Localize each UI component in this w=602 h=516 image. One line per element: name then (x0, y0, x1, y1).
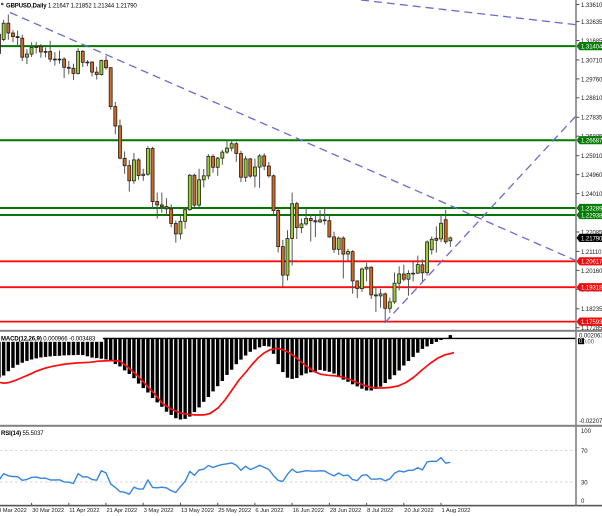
svg-text:0: 0 (581, 499, 585, 505)
svg-text:1.24960: 1.24960 (581, 173, 602, 179)
svg-text:70: 70 (581, 449, 588, 455)
svg-text:1.21110: 1.21110 (581, 250, 602, 256)
svg-text:20 Jul 2022: 20 Jul 2022 (404, 508, 433, 514)
svg-text:0.002063: 0.002063 (579, 334, 602, 340)
svg-text:28 Jun 2022: 28 Jun 2022 (330, 508, 361, 514)
svg-text:1.29760: 1.29760 (581, 77, 602, 83)
svg-text:1.22085: 1.22085 (581, 230, 602, 236)
svg-text:RSI(14) 55.5037: RSI(14) 55.5037 (1, 431, 44, 437)
svg-text:1.30710: 1.30710 (581, 58, 602, 64)
svg-text:30 Mar 2022: 30 Mar 2022 (32, 508, 64, 514)
svg-text:16 Jun 2022: 16 Jun 2022 (293, 508, 324, 514)
svg-text:6 Jun 2022: 6 Jun 2022 (255, 508, 283, 514)
svg-text:GBPUSD,Daily 1.21647 1.21852: GBPUSD,Daily 1.21647 1.21852 1.21344 1.2… (6, 3, 137, 9)
svg-text:1.20160: 1.20160 (581, 269, 602, 275)
svg-text:1.33610: 1.33610 (581, 3, 602, 9)
svg-text:1.18235: 1.18235 (581, 307, 602, 313)
svg-text:13 May 2022: 13 May 2022 (181, 508, 214, 514)
svg-text:1.19318: 1.19318 (581, 286, 602, 292)
svg-text:1.32635: 1.32635 (581, 20, 602, 26)
svg-text:1 Aug 2022: 1 Aug 2022 (442, 508, 471, 514)
svg-text:MACD(12,26,9) 0.000966 -0.0034: MACD(12,26,9) 0.000966 -0.003483 (1, 336, 96, 342)
svg-text:1.31404: 1.31404 (581, 45, 602, 51)
svg-text:25 May 2022: 25 May 2022 (218, 508, 251, 514)
svg-text:18 Mar 2022: 18 Mar 2022 (0, 508, 27, 514)
svg-text:8 Jul 2022: 8 Jul 2022 (367, 508, 393, 514)
svg-text:1.31685: 1.31685 (581, 39, 602, 45)
svg-text:1.23289: 1.23289 (581, 206, 602, 212)
svg-text:1.28810: 1.28810 (581, 96, 602, 102)
svg-text:0.00: 0.00 (583, 340, 595, 346)
svg-text:1.25910: 1.25910 (581, 154, 602, 160)
svg-text:1.22938: 1.22938 (581, 213, 602, 219)
svg-text:100: 100 (581, 429, 592, 435)
svg-text:1.17285: 1.17285 (581, 326, 602, 332)
svg-text:21 Apr 2022: 21 Apr 2022 (107, 508, 138, 514)
svg-text:1.27835: 1.27835 (581, 116, 602, 122)
svg-text:0: 0 (579, 339, 583, 345)
svg-text:30: 30 (581, 480, 588, 486)
svg-text:1.24010: 1.24010 (581, 192, 602, 198)
svg-text:3 May 2022: 3 May 2022 (144, 508, 174, 514)
svg-text:1.21790: 1.21790 (581, 236, 602, 242)
svg-text:11 Apr 2022: 11 Apr 2022 (69, 508, 99, 514)
svg-text:-0.02207: -0.02207 (579, 419, 602, 425)
svg-text:1.26687: 1.26687 (581, 139, 602, 145)
svg-text:1.17593: 1.17593 (581, 320, 602, 326)
svg-text:1.20617: 1.20617 (581, 260, 602, 266)
